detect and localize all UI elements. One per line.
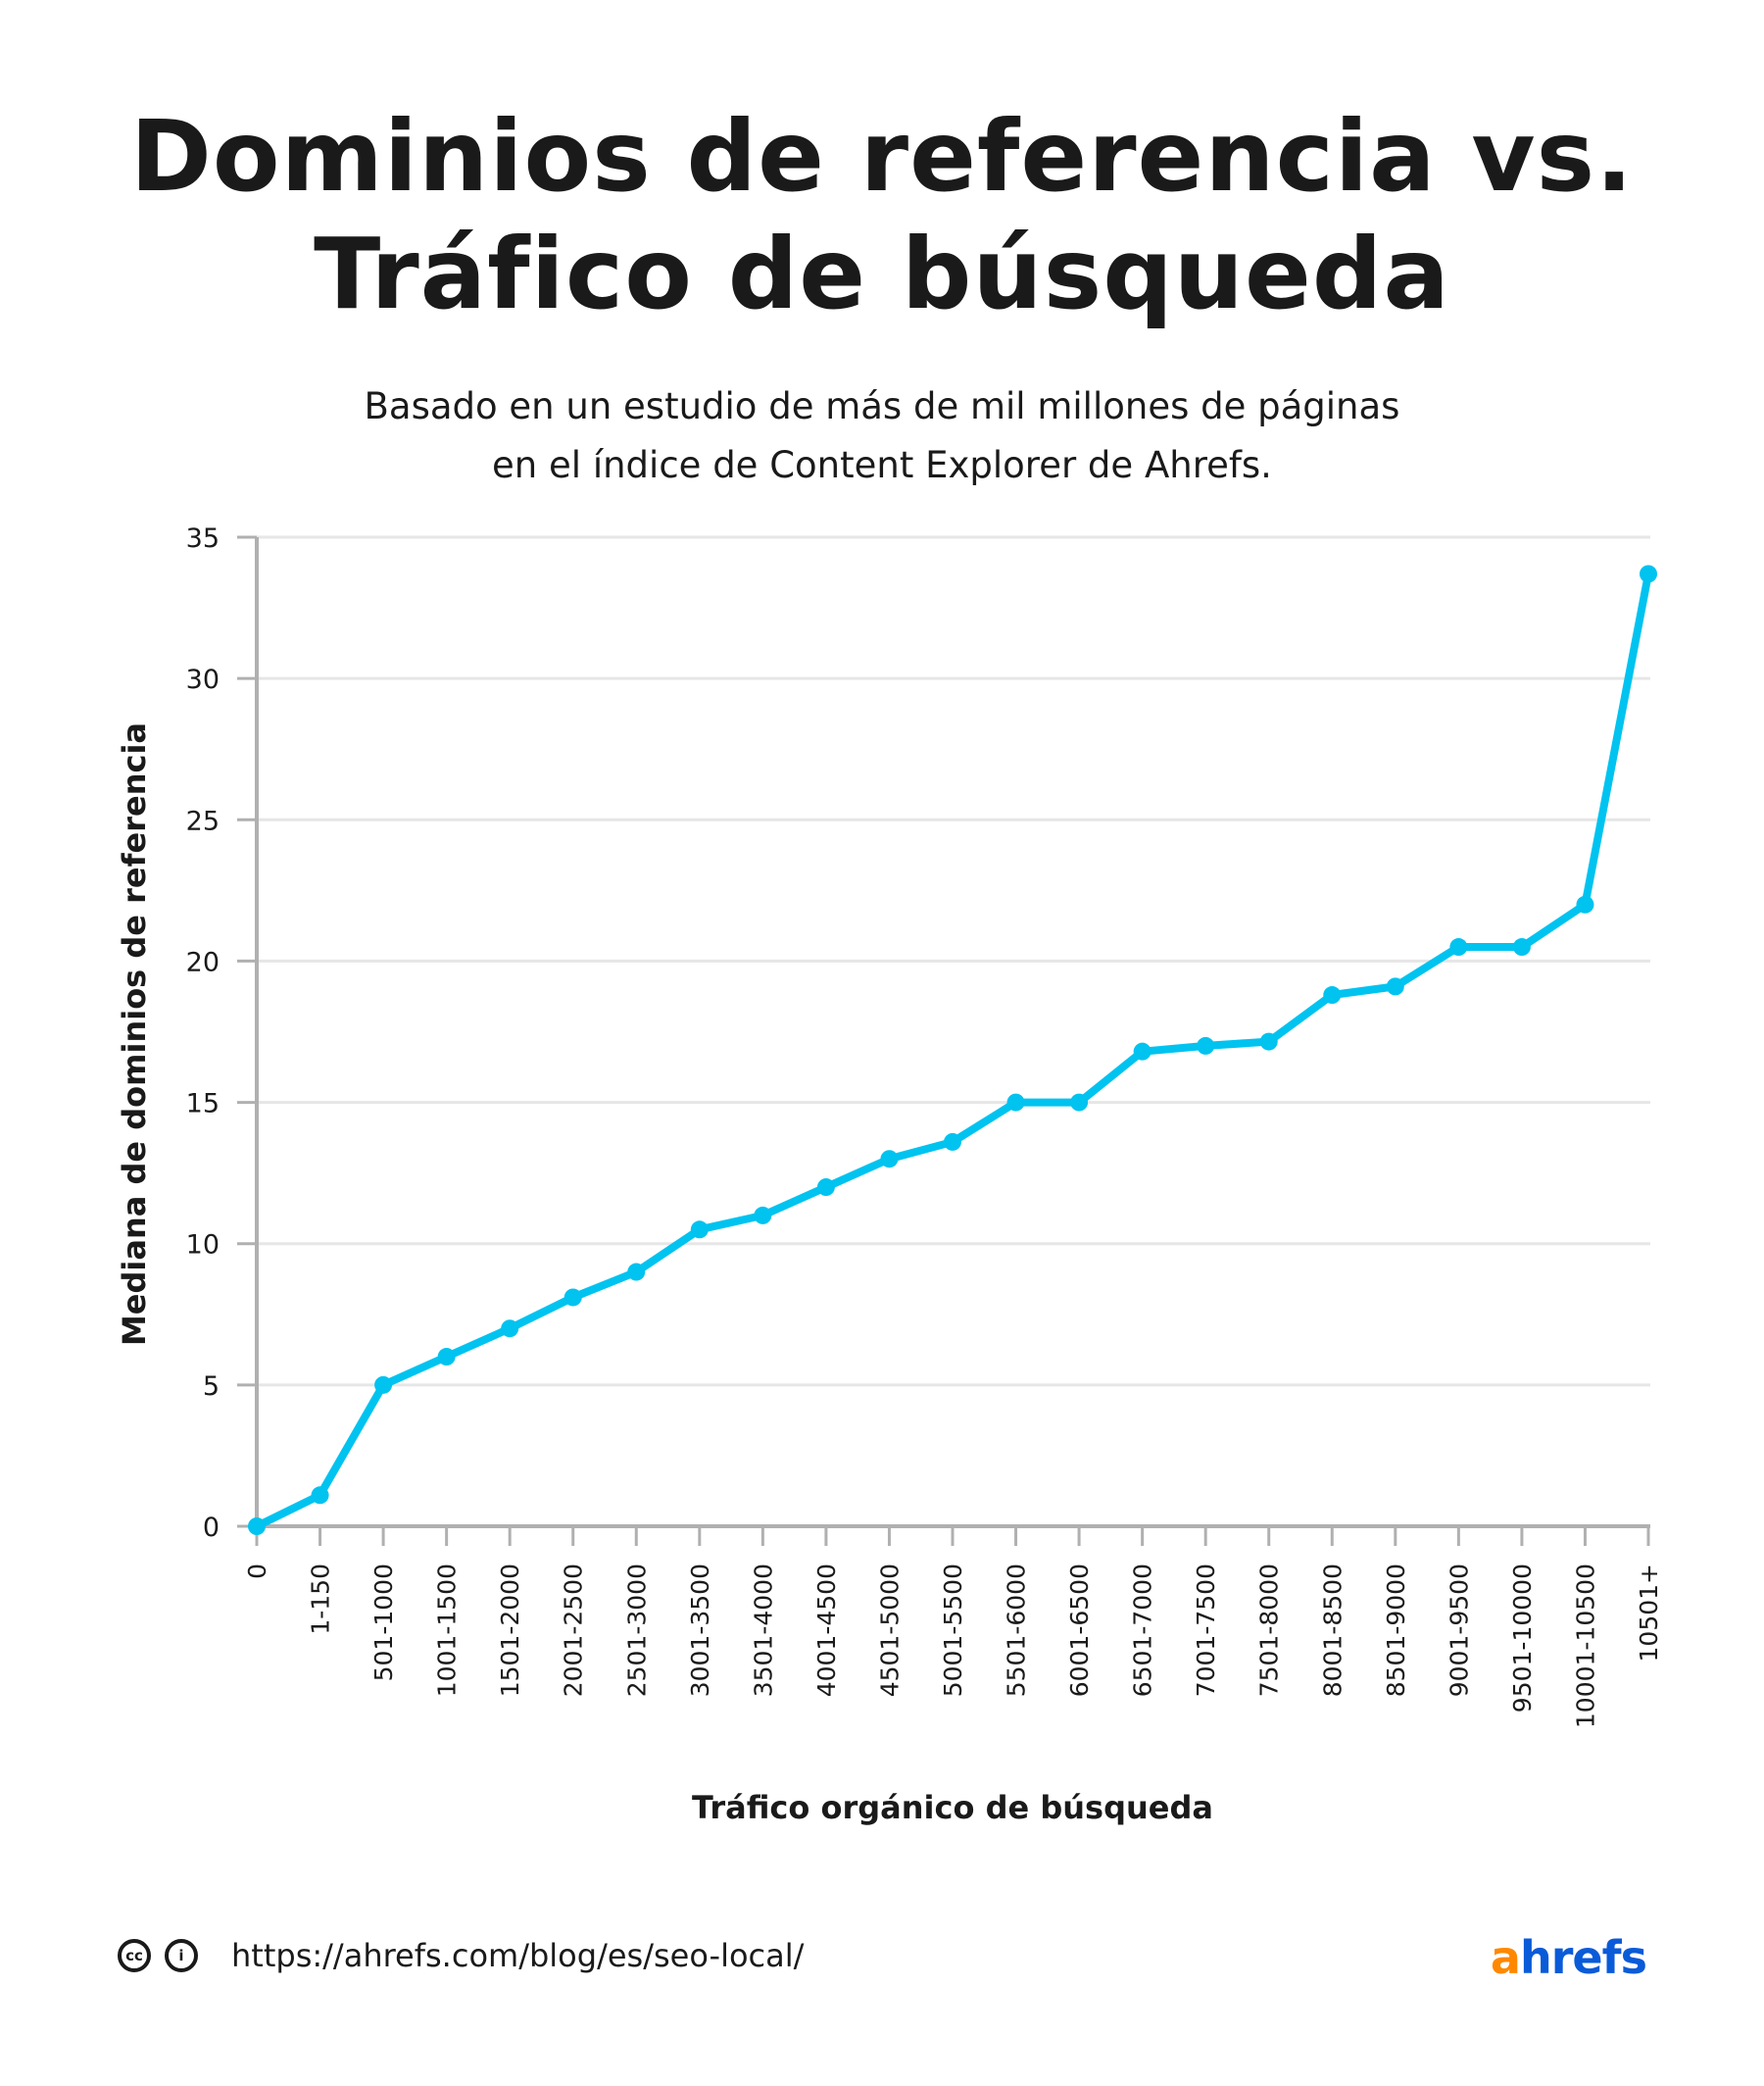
- subtitle-line-2: en el índice de Content Explorer de Ahre…: [492, 444, 1272, 486]
- creative-commons-icon: cc: [118, 1939, 151, 1972]
- title-line-1: Dominios de referencia vs.: [129, 99, 1635, 214]
- footer: cc i https://ahrefs.com/blog/es/seo-loca…: [118, 1931, 1647, 1984]
- data-point: [564, 1288, 582, 1307]
- data-point: [690, 1220, 709, 1239]
- title-line-2: Tráfico de búsqueda: [314, 217, 1450, 331]
- data-point: [1640, 565, 1657, 583]
- y-tick-label: 5: [203, 1371, 220, 1402]
- x-tick-label: 8501-9000: [1382, 1564, 1410, 1697]
- logo-a: a: [1490, 1931, 1521, 1984]
- x-tick-label: 8001-8500: [1318, 1564, 1347, 1697]
- y-tick-label: 25: [186, 806, 220, 836]
- x-tick-label: 9501-10000: [1508, 1564, 1537, 1713]
- subtitle-line-1: Basado en un estudio de más de mil millo…: [364, 385, 1400, 427]
- data-point: [1259, 1032, 1278, 1051]
- data-point: [437, 1348, 456, 1366]
- x-tick-label: 7001-7500: [1192, 1564, 1220, 1697]
- x-tick-label: 2001-2500: [560, 1564, 588, 1697]
- data-point: [1197, 1036, 1215, 1055]
- data-point: [816, 1178, 835, 1197]
- data-point: [880, 1150, 899, 1168]
- y-axis-label: Mediana de dominios de referencia: [116, 722, 153, 1346]
- x-tick-label: 9001-9500: [1445, 1564, 1473, 1697]
- logo-rest: hrefs: [1519, 1931, 1647, 1984]
- series-line: [255, 572, 1652, 1530]
- data-point: [1323, 986, 1342, 1005]
- x-tick-label: 6001-6500: [1065, 1564, 1094, 1697]
- x-tick-label: 5501-6000: [1003, 1564, 1031, 1697]
- x-tick-label: 1-150: [307, 1564, 335, 1635]
- x-tick-label: 501-1000: [369, 1564, 398, 1681]
- source-url[interactable]: https://ahrefs.com/blog/es/seo-local/: [231, 1937, 805, 1974]
- data-point: [754, 1206, 772, 1224]
- x-tick-label: 1001-1500: [433, 1564, 462, 1697]
- data-point: [944, 1132, 961, 1151]
- data-point: [1070, 1093, 1089, 1112]
- data-point: [501, 1319, 519, 1338]
- x-tick-label: 0: [243, 1564, 271, 1579]
- data-point: [1449, 938, 1468, 957]
- y-tick-label: 35: [186, 523, 220, 554]
- x-tick-label: 4501-5000: [875, 1564, 904, 1697]
- data-point: [248, 1517, 266, 1535]
- x-tick-label: 5001-5500: [939, 1564, 967, 1697]
- line-chart: 0 5 10 15 20 25 30 35 0 1-150 501-1000 1001-1500 150…: [116, 523, 1663, 1826]
- license-icons: cc i: [118, 1939, 198, 1972]
- chart-title: Dominios de referencia vs. Tráfico de bú…: [0, 98, 1764, 333]
- data-point: [374, 1375, 393, 1394]
- x-tick-label: 6501-7000: [1129, 1564, 1157, 1697]
- x-tick-label: 2501-3000: [622, 1564, 651, 1697]
- data-point: [1133, 1042, 1152, 1061]
- y-tick-label: 30: [186, 665, 220, 695]
- ahrefs-logo: ahrefs: [1490, 1931, 1647, 1984]
- x-axis-label: Tráfico orgánico de búsqueda: [692, 1789, 1213, 1826]
- x-tick-label: 3001-3500: [686, 1564, 714, 1697]
- x-tick-label: 3501-4000: [749, 1564, 777, 1697]
- y-tick-label: 15: [186, 1089, 220, 1119]
- data-point: [1386, 977, 1404, 996]
- chart-subtitle: Basado en un estudio de más de mil millo…: [0, 377, 1764, 495]
- x-tick-label: 1501-2000: [496, 1564, 524, 1697]
- x-tick-label: 4001-4500: [812, 1564, 841, 1697]
- x-tick-label: 10501+: [1635, 1564, 1663, 1662]
- x-tick-label: 7501-8000: [1255, 1564, 1284, 1697]
- data-point: [1512, 938, 1531, 957]
- y-tick-label: 20: [186, 947, 220, 977]
- attribution-icon: i: [165, 1939, 198, 1972]
- y-tick-label: 0: [203, 1513, 220, 1543]
- data-point: [1576, 895, 1594, 914]
- data-point: [1006, 1093, 1025, 1112]
- data-point: [627, 1263, 646, 1281]
- x-tick-label: 10001-10500: [1571, 1564, 1599, 1728]
- y-tick-label: 10: [186, 1230, 220, 1261]
- data-point: [311, 1486, 329, 1505]
